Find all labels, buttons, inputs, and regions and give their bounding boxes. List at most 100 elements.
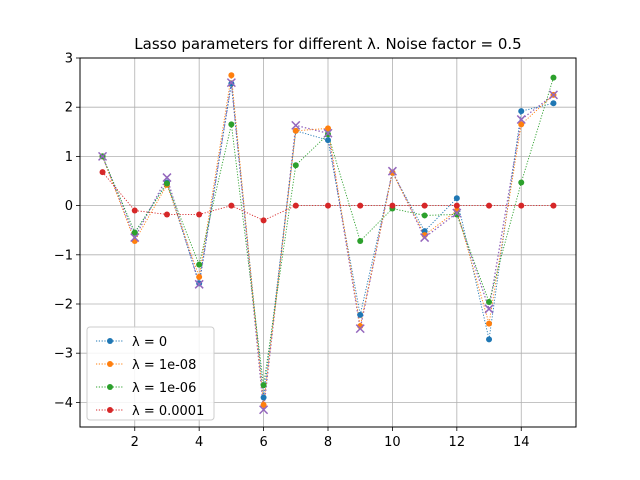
series-2-point <box>163 180 170 187</box>
true-param-x-marker <box>355 324 365 334</box>
series-3-point <box>389 202 396 209</box>
series-2-point <box>260 382 267 389</box>
x-marker-stroke <box>226 78 236 88</box>
x-marker-stroke <box>130 233 140 243</box>
series-3-point <box>325 202 331 209</box>
series-2-point <box>196 261 203 268</box>
x-tick-label: 6 <box>259 435 267 450</box>
true-param-x-marker <box>548 90 558 100</box>
series-2-point <box>486 299 493 306</box>
true-param-x-marker <box>323 128 333 138</box>
true-param-x-marker <box>387 166 397 176</box>
series-0-point <box>453 195 460 202</box>
series-2-point <box>518 179 525 186</box>
series-3-point <box>260 217 267 224</box>
series-1-point <box>260 401 267 408</box>
series-0-point <box>357 311 364 318</box>
legend-marker <box>107 338 113 344</box>
series-1-point <box>486 320 493 327</box>
true-param-x-marker <box>452 208 462 218</box>
x-tick-label: 4 <box>195 435 203 450</box>
chart-title: Lasso parameters for different λ. Noise … <box>134 35 521 53</box>
series-0-point <box>325 137 331 144</box>
x-marker-stroke <box>420 233 430 243</box>
true-param-x-marker <box>420 233 430 243</box>
grid <box>80 57 576 427</box>
y-tick-label: 0 <box>65 199 73 214</box>
series-1-point <box>325 125 331 132</box>
series-3-point <box>486 202 493 209</box>
true-param-x-marker <box>130 233 140 243</box>
series-1-point <box>196 273 203 280</box>
legend-label: λ = 1e-06 <box>132 381 196 396</box>
true-param-x-marker <box>226 78 236 88</box>
series-3-point <box>228 202 235 209</box>
x-tick-label: 12 <box>449 435 466 450</box>
series-0-point <box>518 108 525 115</box>
series-3-point <box>421 202 428 209</box>
series-1-point <box>292 127 299 134</box>
series-3-point <box>292 202 299 209</box>
series-2-point <box>421 212 428 219</box>
series-3-point <box>518 202 525 209</box>
series-1-point <box>518 121 525 128</box>
y-tick-label: 3 <box>65 52 73 67</box>
y-tick-label: −2 <box>54 298 73 313</box>
series-2-point <box>292 162 299 169</box>
series-3-point <box>550 202 557 209</box>
series-3-point <box>196 211 203 218</box>
series-2-point <box>550 74 557 81</box>
legend-label: λ = 0.0001 <box>132 404 204 419</box>
true-params-line <box>101 82 554 410</box>
series-2-point <box>131 229 138 236</box>
series-0-point <box>550 100 557 107</box>
x-marker-stroke <box>194 279 204 289</box>
series-line-3 <box>102 171 554 221</box>
series-2-point <box>453 211 460 218</box>
y-tick-label: −4 <box>54 396 73 411</box>
x-marker-stroke <box>452 208 462 218</box>
true-param-x-marker <box>516 114 526 125</box>
x-marker-stroke <box>355 324 365 334</box>
x-marker-stroke <box>484 304 494 314</box>
series-3-point <box>453 202 460 209</box>
series-line-1 <box>102 75 554 405</box>
y-tick-label: −3 <box>54 347 73 362</box>
true-param-x-marker <box>291 120 301 130</box>
x-marker-stroke <box>291 120 301 130</box>
y-tick-label: −1 <box>54 248 73 263</box>
series-3-point <box>163 211 170 218</box>
series-2-point <box>228 121 235 128</box>
x-marker-stroke <box>548 90 558 100</box>
x-tick-label: 14 <box>513 435 530 450</box>
x-tick-label: 2 <box>131 435 139 450</box>
series-0-point <box>260 394 267 401</box>
x-marker-stroke <box>98 151 108 161</box>
series-1-point <box>228 72 235 79</box>
legend-marker <box>107 361 113 367</box>
series-2-point <box>357 238 364 245</box>
series-0-point <box>486 336 493 343</box>
true-param-x-marker <box>98 151 108 161</box>
legend-label: λ = 0 <box>132 335 167 350</box>
x-tick-label: 8 <box>324 435 332 450</box>
x-marker-stroke <box>323 128 333 138</box>
series-1-point <box>389 169 396 176</box>
true-param-x-marker <box>484 304 494 314</box>
true-param-x-marker <box>194 279 204 289</box>
legend: λ = 0 λ = 1e-08 λ = 1e-06 λ = 0.0001 <box>86 326 215 421</box>
series-layer <box>98 72 558 415</box>
y-tick-label: 2 <box>65 101 73 116</box>
x-marker-stroke <box>162 173 172 183</box>
y-tick-label: 1 <box>65 150 73 165</box>
x-marker-stroke <box>259 405 269 415</box>
legend-label: λ = 1e-08 <box>132 358 196 373</box>
series-3-point <box>99 169 106 176</box>
legend-box <box>86 326 215 421</box>
x-marker-stroke <box>387 166 397 176</box>
legend-marker <box>107 407 113 413</box>
x-marker-stroke <box>516 114 526 125</box>
x-tick-label: 10 <box>384 435 401 450</box>
